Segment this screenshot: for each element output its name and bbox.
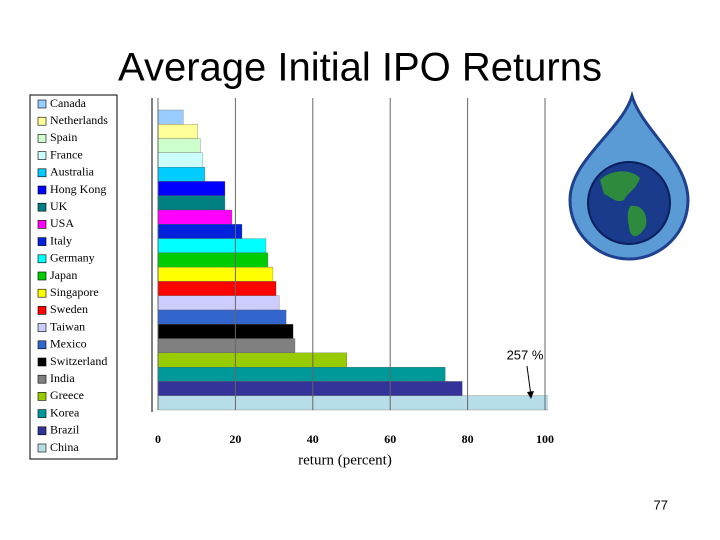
bar (157, 252, 269, 268)
legend-label: France (50, 147, 83, 161)
legend-label: Italy (50, 233, 72, 247)
land (627, 205, 647, 237)
legend-swatch (37, 426, 47, 436)
bar (157, 381, 463, 396)
legend-label: Singapore (50, 285, 99, 299)
bar (157, 152, 204, 168)
bar (157, 195, 226, 211)
legend-swatch (37, 237, 47, 246)
legend-swatch (37, 116, 47, 126)
legend-swatch (37, 151, 47, 160)
bar (157, 224, 243, 239)
legend-label: China (50, 440, 79, 454)
legend-swatch (37, 288, 47, 298)
legend-label: Korea (50, 405, 80, 419)
legend-swatch (37, 409, 47, 418)
legend-label: Taiwan (50, 319, 85, 333)
legend-label: Hong Kong (50, 182, 106, 196)
bar (157, 395, 548, 411)
bar (157, 209, 233, 225)
slide-title: Average Initial IPO Returns (118, 46, 602, 90)
legend-label: UK (50, 199, 68, 213)
legend-label: Canada (50, 96, 87, 110)
bar (157, 352, 348, 368)
x-axis-title: return (percent) (298, 452, 392, 468)
legend-label: Japan (50, 268, 77, 282)
arrow-head (527, 391, 534, 399)
legend-label: Switzerland (50, 354, 107, 368)
bar (157, 266, 274, 282)
bar (157, 181, 226, 196)
legend-swatch (37, 134, 47, 143)
bar (157, 138, 201, 154)
x-tick-label: 40 (307, 432, 319, 446)
bar (157, 295, 280, 311)
x-tick-label: 80 (462, 432, 474, 446)
legend-label: Netherlands (50, 113, 108, 127)
legend-swatch (37, 271, 47, 281)
legend-label: Brazil (50, 423, 80, 437)
legend-swatch (37, 99, 47, 109)
legend-swatch (37, 357, 47, 367)
legend-label: Australia (50, 165, 95, 179)
bar (157, 124, 199, 139)
plot-area (157, 109, 548, 411)
legend-swatch (37, 185, 47, 195)
legend-swatch (37, 323, 47, 332)
land (600, 171, 640, 202)
legend-swatch (37, 374, 47, 384)
legend-swatch (37, 340, 47, 350)
bar (157, 166, 205, 182)
bar (157, 366, 446, 382)
legend-swatch (37, 202, 47, 212)
legend-swatch (37, 220, 47, 229)
legend-swatch (37, 306, 47, 315)
bar (157, 324, 294, 339)
legend-label: Germany (50, 251, 95, 265)
legend-label: USA (50, 216, 74, 230)
legend-swatch (37, 392, 47, 401)
bar (157, 309, 287, 325)
legend-swatch (37, 254, 47, 264)
x-tick-label: 100 (536, 432, 554, 446)
globe-icon (568, 90, 690, 261)
x-tick-label: 20 (229, 432, 241, 446)
bar (157, 281, 277, 296)
x-tick-label: 0 (155, 432, 161, 446)
legend-label: Greece (50, 388, 84, 402)
legend-label: Sweden (50, 302, 88, 316)
page-number: 77 (654, 497, 668, 512)
legend-swatch (37, 443, 47, 453)
bar (157, 109, 184, 125)
annotation: 257 % (507, 347, 544, 362)
annotation-arrow (526, 365, 532, 397)
legend-swatch (37, 168, 47, 178)
legend-label: Spain (50, 130, 77, 144)
legend-label: India (50, 371, 75, 385)
bar (157, 338, 296, 354)
bar (157, 238, 267, 254)
x-tick-label: 60 (384, 432, 396, 446)
legend-label: Mexico (50, 337, 87, 351)
